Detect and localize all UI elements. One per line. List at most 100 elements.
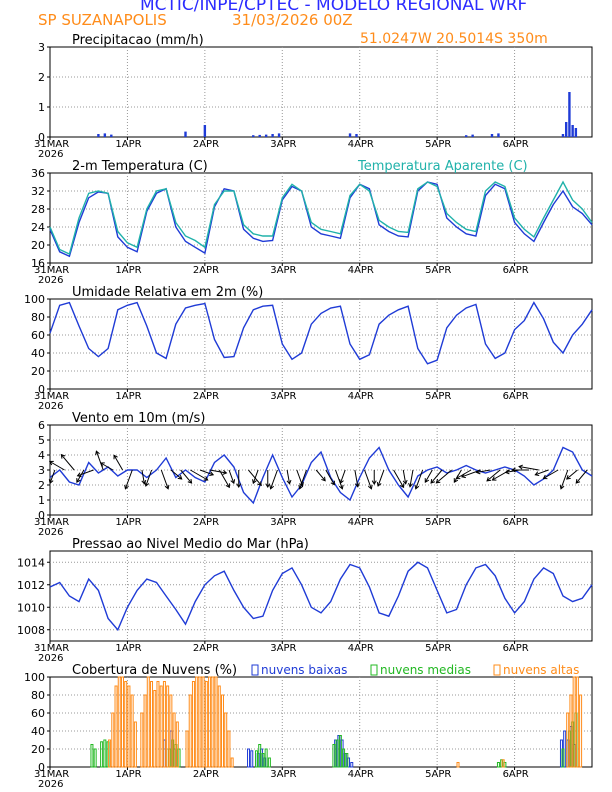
cloud-bar-nuvens-altas [169,694,173,768]
cloud-bar-nuvens-altas [569,694,573,768]
temp-series-line [49,180,593,255]
wind-arrowhead [257,481,262,487]
rh-title: Umidade Relativa em 2m (%) [72,285,263,300]
precip-bar [252,135,255,137]
wind-vector [124,469,133,489]
wind-vector [409,469,414,487]
precip-x-tick-label: 3APR [270,139,296,150]
cloud-bar-nuvens-altas [146,676,150,768]
cloud-bar-nuvens-medias [264,748,268,768]
wind-vector [49,469,56,484]
wind-vector [518,466,539,471]
cloud-bar-nuvens-altas [133,721,137,768]
wind-vector [325,469,335,485]
wind-y-tick-label: 5 [38,434,45,447]
rh-frame [49,298,593,390]
clouds-x-tick-label: 6APR [503,769,529,780]
temp-legend: Temperatura Aparente (C) [357,159,528,174]
cloud-bar-nuvens-medias [103,739,107,768]
cloud-bar-nuvens-altas [579,694,583,768]
wind-arrowhead [203,476,209,481]
wind-x-tick-label: 4APR [348,517,374,528]
slp-x-tick-label: 3APR [270,643,296,654]
clouds-x-tick-label: 5APR [425,769,451,780]
wind-arrowhead [566,475,571,480]
precip-bar [97,134,100,137]
wind-vector [575,469,588,484]
temp-x-tick-label: 1APR [115,265,141,276]
temp-y-tick-label: 24 [31,221,45,234]
cloud-bar-nuvens-altas [140,712,144,768]
precip-bar [561,134,565,137]
cloud-legend-swatch [370,664,378,676]
wind-y-tick-label: 3 [38,464,45,477]
cloud-legend-label: nuvens altas [503,663,579,677]
wind-arrowhead [99,462,105,467]
wind-arrowhead [164,484,170,490]
precip-bar [464,135,468,137]
slp-x-tick-label: 31MAR [34,643,69,654]
wind-vector [535,469,549,476]
cloud-bar-nuvens-altas [117,676,121,768]
precip-bar [355,134,358,137]
wind-vector [270,469,278,489]
wind-vector [190,469,208,481]
clouds-y-tick-label: 80 [31,689,45,702]
cloud-bar-nuvens-altas [198,676,202,768]
precip-title: Precipitacao (mm/h) [72,33,204,48]
wind-vector [100,462,114,471]
wind-arrowhead [367,484,373,490]
cloud-bar-nuvens-medias [561,748,565,768]
cloud-legend-swatch [493,664,501,676]
slp-y-tick-label: 1008 [17,624,45,637]
precip-x-tick-label: 2APR [193,139,219,150]
wind-x-tick-label: 1APR [115,517,141,528]
precip-year-label: 2026 [38,149,63,160]
slp-y-tick-label: 1014 [17,556,45,569]
wind-arrowhead [113,454,118,460]
cloud-bar-nuvens-medias [267,757,271,768]
wind-vector [160,469,169,489]
wind-arrowhead [298,484,304,490]
temp-y-tick-label: 28 [31,203,45,216]
rh-x-tick-label: 5APR [425,391,451,402]
cloud-bar-nuvens-medias [496,762,500,768]
clouds-x-tick-label: 2APR [193,769,219,780]
rh-x-tick-label: 3APR [270,391,296,402]
clouds-y-tick-label: 60 [31,707,45,720]
wind-arrowhead [225,483,230,489]
clouds-x-tick-label: 3APR [270,769,296,780]
precip-bar [258,134,261,137]
cloud-bar-nuvens-baixas [250,750,254,768]
cloud-bar-nuvens-altas [162,681,166,768]
temp-year-label: 2026 [38,275,63,286]
cloud-bar-nuvens-altas [501,759,505,768]
wind-arrowhead [504,469,510,475]
wind-vector [436,469,452,484]
slp-y-tick-label: 1010 [17,601,45,614]
precip-bar [568,92,571,137]
wind-vector [199,469,214,476]
precip-frame [49,46,593,138]
wind-arrowhead [518,464,523,470]
precip-bar [490,134,494,137]
precip-bar [574,128,578,137]
wind-x-tick-label: 31MAR [34,517,69,528]
slp-x-tick-label: 4APR [348,643,374,654]
slp-year-label: 2026 [38,653,63,664]
wind-vector [393,469,405,488]
wind-vector [377,469,385,487]
wind-x-tick-label: 3APR [270,517,296,528]
precip-bar [264,134,268,137]
wind-series-line [49,446,593,505]
wind-vector [286,469,291,484]
wind-y-tick-label: 0 [38,509,45,522]
station-name: SP SUZANAPOLIS [38,11,167,29]
temp-x-tick-label: 4APR [348,265,374,276]
temp-x-tick-label: 3APR [270,265,296,276]
temp-y-tick-label: 32 [31,185,45,198]
wind-y-tick-label: 1 [38,494,45,507]
temp-x-tick-label: 6APR [503,265,529,276]
wind-arrowhead [511,467,516,473]
